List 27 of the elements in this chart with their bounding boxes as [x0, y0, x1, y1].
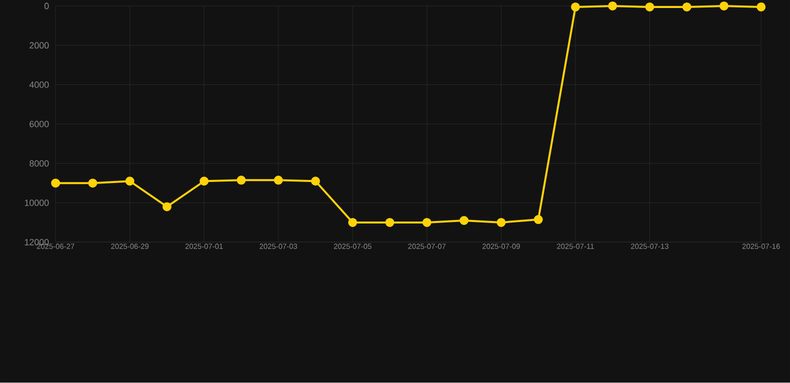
point	[608, 2, 618, 11]
point	[496, 218, 506, 228]
point	[460, 216, 469, 226]
point	[88, 178, 98, 188]
point	[236, 176, 246, 185]
y-tick-label: 4000	[29, 82, 49, 88]
point	[162, 202, 172, 212]
point	[125, 176, 134, 186]
point	[348, 218, 358, 228]
point	[385, 218, 394, 228]
point	[51, 178, 60, 188]
point	[274, 176, 283, 185]
point	[756, 2, 766, 12]
point	[682, 2, 692, 12]
point	[534, 215, 543, 224]
y-tick-label: 2000	[30, 42, 49, 49]
point	[719, 2, 728, 11]
y-tick-label: 6000	[30, 121, 49, 128]
point	[311, 176, 320, 186]
point	[645, 2, 654, 12]
point	[422, 218, 432, 228]
y-tick-label: 10000	[24, 200, 49, 206]
point	[570, 2, 580, 12]
y-tick-label: 0	[44, 2, 49, 10]
y-tick-label: 12000	[24, 239, 49, 246]
y-tick-label: 8000	[30, 160, 49, 167]
point	[200, 176, 209, 186]
